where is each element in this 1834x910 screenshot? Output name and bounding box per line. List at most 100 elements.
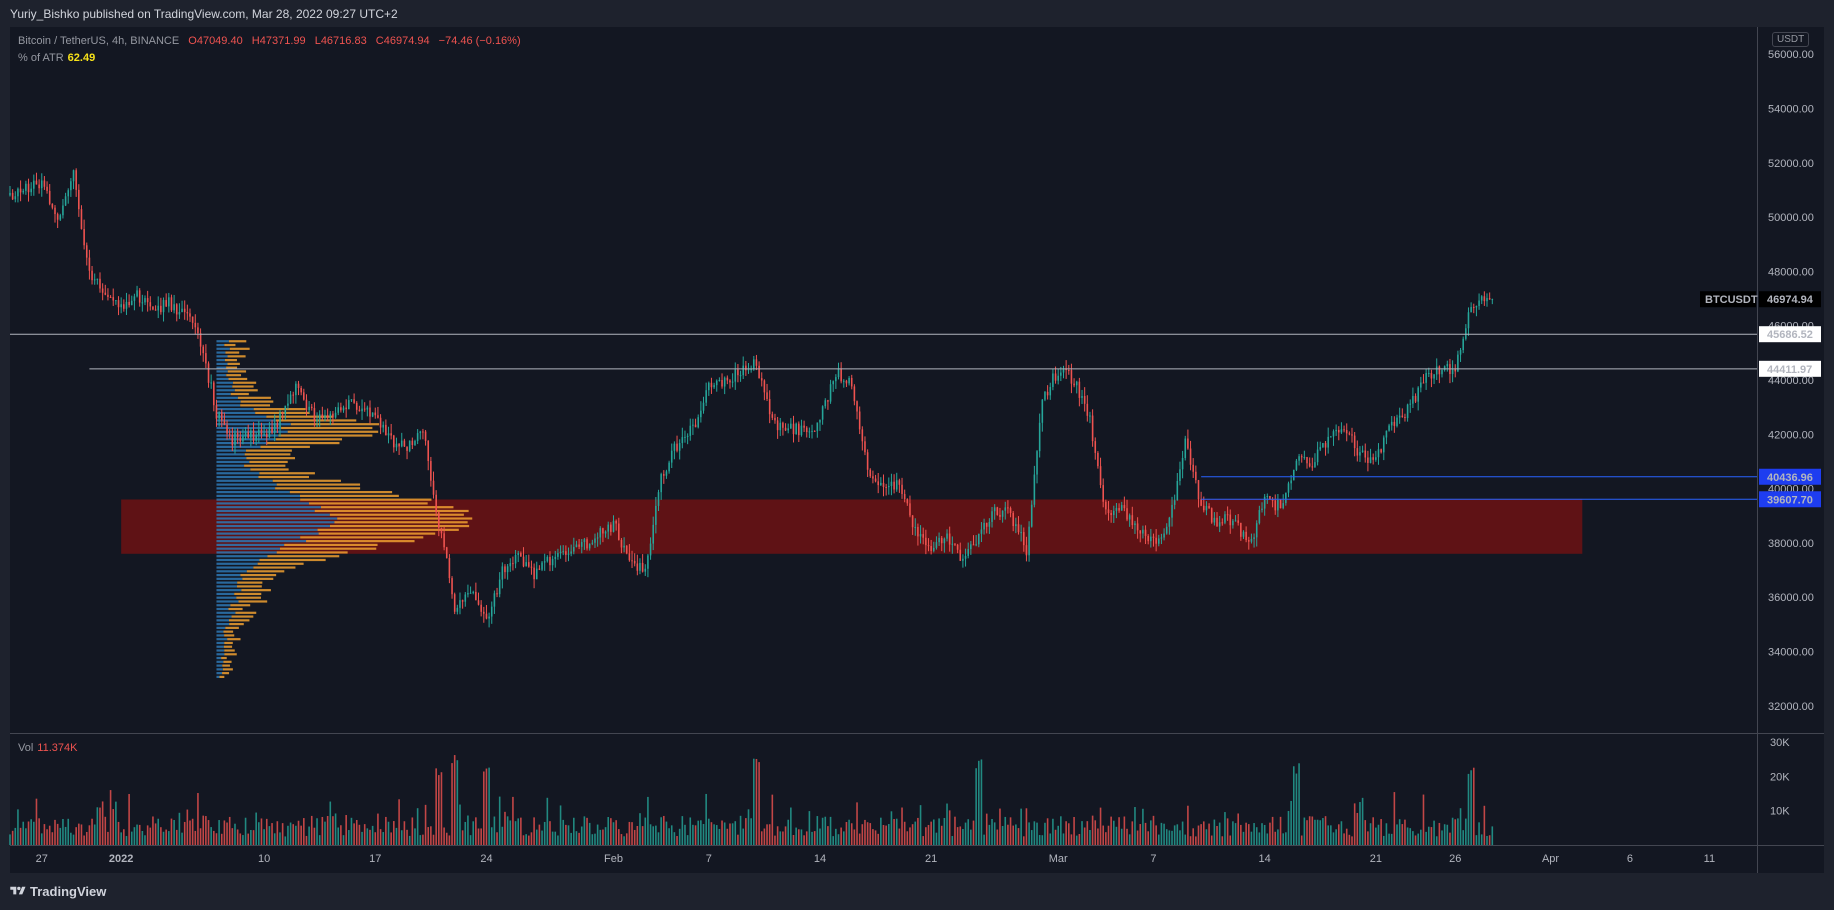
candle-body [170, 297, 173, 311]
chart-panel[interactable] [10, 27, 1824, 873]
volume-bar [340, 825, 342, 845]
candle-body [610, 524, 612, 532]
candle-body [80, 209, 83, 230]
volume-bar [88, 825, 91, 845]
volume-bar [78, 823, 80, 845]
candle-body [400, 440, 403, 447]
volume-bar [197, 793, 199, 845]
volume-bar [1306, 820, 1308, 845]
candle-body [991, 511, 993, 522]
volume-bar [925, 827, 927, 845]
volume-bar [745, 818, 747, 845]
price-axis-label: 34000.00 [1768, 647, 1814, 659]
volume-bar [543, 821, 546, 845]
volume-profile-sell-bar [221, 656, 227, 660]
candle-body [107, 294, 109, 297]
candle-body [1216, 517, 1218, 527]
volume-profile-buy-bar [216, 355, 228, 358]
candle-body [1285, 492, 1287, 504]
candle-body [570, 551, 572, 554]
volume-bar [1229, 835, 1232, 845]
volume-profile-sell-bar [232, 385, 254, 388]
volume-legend[interactable]: Vol 11.374K [18, 742, 77, 754]
volume-profile-sell-bar [276, 551, 348, 554]
candle-body [538, 568, 541, 570]
candle-body [795, 423, 797, 435]
candle-body [332, 413, 334, 418]
candle-body [1105, 501, 1107, 510]
candle-body [1020, 532, 1022, 534]
candle-body [1142, 529, 1144, 534]
volume-bar [1208, 823, 1210, 845]
volume-bar [1187, 805, 1189, 845]
footer-bar [0, 874, 1834, 910]
volume-bar [1258, 832, 1261, 845]
volume-bar [390, 832, 392, 845]
currency-badge[interactable]: USDT [1772, 32, 1810, 47]
candle-body [1004, 507, 1007, 511]
candle-body [882, 482, 885, 487]
candle-body [1232, 520, 1234, 526]
candle-body [173, 304, 175, 311]
level-price-tag [1759, 326, 1821, 343]
tradingview-logo[interactable]: TradingView [10, 884, 106, 899]
symbol-name[interactable]: Bitcoin / TetherUS, 4h, BINANCE [18, 35, 180, 47]
candle-body [1099, 466, 1102, 486]
volume-bar [827, 826, 829, 845]
symbol-legend[interactable]: Bitcoin / TetherUS, 4h, BINANCE O47049.4… [18, 35, 521, 47]
volume-bar [1417, 833, 1419, 845]
candle-body [117, 300, 120, 308]
candle-body [623, 545, 625, 548]
candle-body [628, 553, 631, 561]
candle-body [1483, 296, 1486, 302]
atr-label: % of ATR [18, 52, 64, 64]
volume-bar [1099, 807, 1102, 845]
candle-body [1033, 474, 1036, 505]
volume-profile-buy-bar [216, 547, 281, 550]
volume-bar [975, 768, 977, 845]
candle-body [1351, 434, 1353, 436]
candle-body [1094, 441, 1097, 453]
volume-bar [882, 825, 885, 845]
volume-bar [1459, 808, 1462, 845]
volume-bar [633, 829, 636, 845]
volume-profile-buy-bar [216, 411, 256, 415]
volume-bar [1147, 831, 1149, 845]
volume-profile-sell-bar [237, 581, 263, 584]
volume-bar [358, 824, 361, 845]
volume-bar [332, 816, 334, 845]
candle-body [1022, 532, 1025, 546]
volume-bar [242, 835, 244, 845]
pane-separator[interactable] [10, 733, 1824, 734]
candle-body [943, 538, 946, 544]
volume-bar [355, 819, 358, 845]
volume-bar [1118, 817, 1120, 845]
candle-body [390, 433, 392, 436]
candle-body [295, 383, 297, 396]
volume-bar [1163, 823, 1165, 845]
candle-body [1028, 526, 1030, 556]
atr-legend[interactable]: % of ATR 62.49 [18, 52, 95, 64]
volume-bar [607, 817, 610, 845]
candle-body [684, 436, 686, 438]
volume-bar [186, 809, 189, 845]
candle-body [35, 180, 38, 185]
candle-body [215, 405, 218, 419]
volume-bar [710, 822, 713, 845]
candle-body [959, 549, 962, 561]
volume-bar [856, 802, 858, 845]
candle-body [1396, 417, 1398, 426]
candle-body [1337, 429, 1340, 433]
candle-body [25, 183, 27, 191]
volume-bar [422, 834, 424, 845]
candle-body [758, 365, 760, 379]
candle-body [911, 515, 914, 528]
volume-profile-buy-bar [216, 589, 242, 592]
volume-bar [1420, 829, 1422, 845]
volume-bar [268, 826, 271, 845]
volume-bar [522, 835, 525, 845]
candle-body [1314, 462, 1316, 467]
candle-body [1382, 437, 1385, 453]
volume-bar [660, 817, 662, 845]
